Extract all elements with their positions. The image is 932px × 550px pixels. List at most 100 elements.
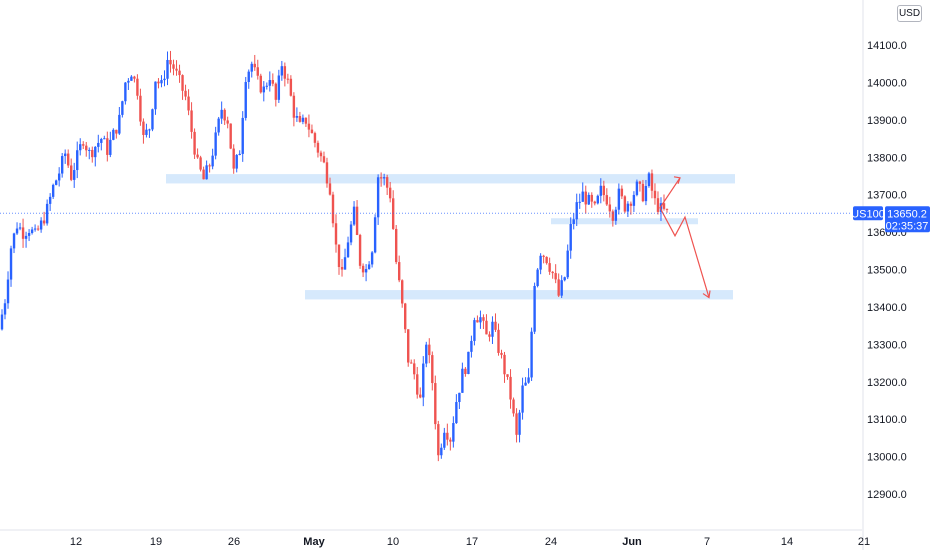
candle-208 <box>626 201 630 218</box>
candle-64 <box>193 128 196 159</box>
candle-191 <box>575 193 578 227</box>
symbol-badge: US100 <box>851 206 885 221</box>
candle-3 <box>9 245 13 287</box>
candle-43 <box>130 75 133 81</box>
candle-134 <box>404 302 407 333</box>
candle-163 <box>491 316 494 344</box>
candle-50 <box>151 108 154 132</box>
candle-105 <box>316 140 320 158</box>
zone-1 <box>305 290 733 300</box>
candle-68 <box>205 160 208 180</box>
candle-63 <box>190 102 193 139</box>
arrow-head-down <box>702 290 711 299</box>
x-axis[interactable]: 12 19 26 May 10 17 24 Jun 7 14 21 <box>0 529 870 548</box>
candle-135 <box>407 329 410 367</box>
candle-87 <box>262 81 265 102</box>
candle-189 <box>569 217 572 259</box>
candle-124 <box>373 214 377 254</box>
candle-165 <box>497 323 500 356</box>
candle-168 <box>506 374 509 380</box>
candle-192 <box>578 193 581 209</box>
candle-207 <box>623 195 627 214</box>
candle-198 <box>596 194 599 205</box>
candle-182 <box>548 257 551 275</box>
candle-221 <box>665 208 669 213</box>
candle-44 <box>133 75 136 83</box>
candle-93 <box>280 60 284 81</box>
y-tick-label-1: 13000.0 <box>867 452 907 464</box>
candle-201 <box>605 188 609 206</box>
candle-37 <box>112 128 115 141</box>
projection-arrows <box>659 176 711 299</box>
candle-45 <box>136 74 139 100</box>
candle-217 <box>653 183 657 205</box>
candle-13 <box>39 217 43 233</box>
candle-75 <box>226 116 229 129</box>
candle-40 <box>121 100 124 118</box>
candle-96 <box>289 75 293 97</box>
candle-97 <box>292 92 296 127</box>
candle-184 <box>554 264 557 284</box>
candle-18 <box>54 179 58 186</box>
projection-path <box>659 177 710 298</box>
candle-46 <box>139 88 142 126</box>
candle-48 <box>145 123 148 138</box>
candle-35 <box>106 131 109 162</box>
candle-144 <box>434 375 437 430</box>
candle-102 <box>307 114 311 138</box>
candle-148 <box>446 423 449 446</box>
candle-171 <box>515 408 518 443</box>
candle-57 <box>172 59 175 76</box>
candle-197 <box>593 200 596 206</box>
y-tick-label-8: 13700.0 <box>867 190 907 202</box>
candle-51 <box>154 81 157 115</box>
candle-194 <box>584 185 587 214</box>
y-tick-label-9: 13800.0 <box>867 152 907 164</box>
candle-170 <box>512 397 515 417</box>
candle-7 <box>21 218 25 248</box>
candle-151 <box>455 394 458 424</box>
candle-58 <box>175 60 178 76</box>
candle-193 <box>581 182 584 202</box>
candle-26 <box>79 138 82 156</box>
candle-77 <box>232 144 235 174</box>
candle-145 <box>437 420 440 462</box>
candle-209 <box>629 201 633 215</box>
candle-156 <box>470 335 473 358</box>
candle-100 <box>301 114 305 125</box>
candle-141 <box>425 341 428 368</box>
candle-91 <box>274 82 278 107</box>
x-tick-label-5: 17 <box>466 536 478 548</box>
price-badge-price: 13650.2 <box>887 208 927 220</box>
candle-52 <box>157 78 160 89</box>
x-tick-label-7: Jun <box>622 536 642 548</box>
candle-142 <box>428 338 431 364</box>
candle-2 <box>6 271 10 309</box>
candle-158 <box>476 315 479 323</box>
candle-120 <box>361 263 365 278</box>
candle-160 <box>482 314 485 330</box>
x-tick-label-9: 14 <box>781 536 793 548</box>
candle-136 <box>410 359 413 364</box>
candle-69 <box>208 163 211 173</box>
candle-204 <box>614 206 618 225</box>
candle-181 <box>545 256 548 265</box>
candle-84 <box>253 54 256 71</box>
candle-98 <box>295 107 299 122</box>
zone-2 <box>551 218 698 225</box>
candle-164 <box>494 313 497 332</box>
zone-0 <box>166 174 735 184</box>
candle-159 <box>479 310 482 329</box>
currency-selector[interactable]: USD <box>897 5 922 22</box>
candle-161 <box>485 314 488 335</box>
candle-28 <box>85 141 88 157</box>
candle-42 <box>127 78 130 90</box>
candle-71 <box>214 126 217 160</box>
candle-178 <box>536 268 539 288</box>
y-axis[interactable]: 12900.0 13000.0 13100.0 13200.0 13300.0 13400… <box>862 0 907 550</box>
x-tick-label-0: 12 <box>70 536 82 548</box>
candle-199 <box>599 178 603 204</box>
candle-83 <box>250 61 253 78</box>
candles <box>0 50 669 462</box>
